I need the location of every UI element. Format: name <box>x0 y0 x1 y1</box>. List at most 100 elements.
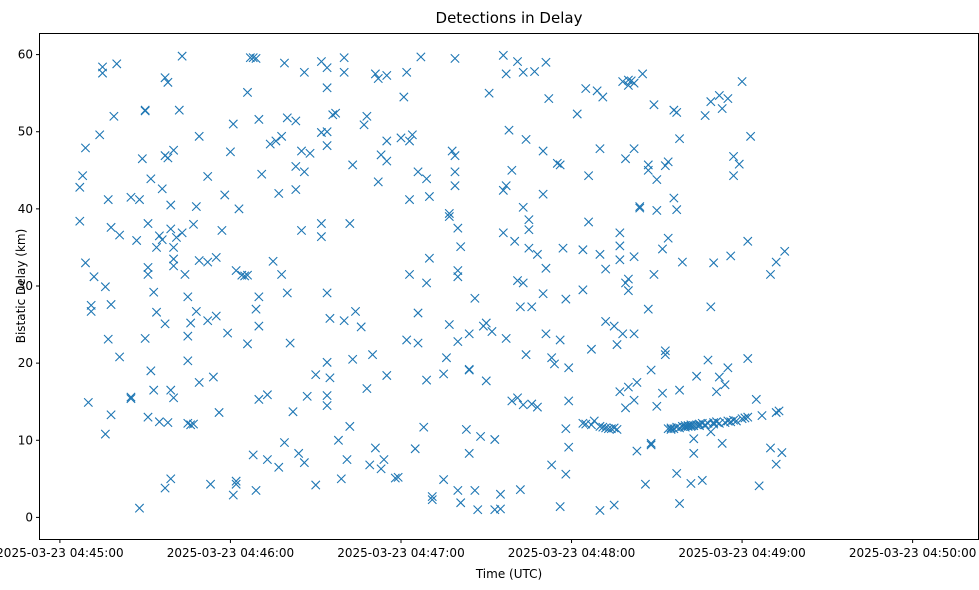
data-point <box>512 56 523 67</box>
data-point <box>677 257 687 267</box>
data-point <box>547 353 557 363</box>
data-point <box>106 410 116 420</box>
data-point <box>296 146 307 156</box>
data-point <box>612 340 622 350</box>
data-point <box>441 353 452 363</box>
data-point <box>322 390 332 401</box>
y-axis-label: Bistatic Delay (km) <box>14 229 28 344</box>
data-point <box>254 321 264 331</box>
data-point <box>740 413 750 423</box>
data-point <box>106 299 116 310</box>
data-point <box>697 475 707 485</box>
data-point <box>652 401 662 411</box>
data-point <box>450 167 460 177</box>
data-point <box>578 245 588 255</box>
data-point <box>311 370 321 380</box>
data-point <box>706 427 716 437</box>
data-point <box>618 329 628 339</box>
data-point <box>126 192 136 202</box>
data-markers <box>75 50 790 516</box>
data-point <box>154 417 164 427</box>
data-point <box>379 454 389 465</box>
data-point <box>584 171 594 181</box>
data-point <box>595 421 605 431</box>
data-point <box>461 424 471 435</box>
data-point <box>490 434 500 445</box>
data-point <box>609 500 619 510</box>
data-point <box>572 109 582 119</box>
x-tick-label: 2025-03-23 04:47:00 <box>337 546 464 560</box>
data-point <box>649 100 659 110</box>
data-point <box>623 274 633 284</box>
data-point <box>512 393 523 403</box>
data-point <box>629 78 639 88</box>
data-point <box>620 403 631 413</box>
data-point <box>203 316 213 326</box>
data-point <box>339 316 349 326</box>
data-point <box>470 293 480 303</box>
data-point <box>83 397 93 408</box>
x-tick-label: 2025-03-23 04:46:00 <box>167 546 294 560</box>
data-point <box>728 171 739 181</box>
data-point <box>95 130 105 140</box>
data-point <box>552 158 562 168</box>
data-point <box>518 67 528 77</box>
data-point <box>163 77 173 87</box>
data-point <box>444 211 454 222</box>
data-point <box>751 394 761 404</box>
data-point <box>143 262 153 273</box>
data-point <box>620 278 631 288</box>
data-point <box>234 204 244 214</box>
x-tick-label: 2025-03-23 04:50:00 <box>849 546 976 560</box>
data-point <box>126 394 136 404</box>
data-point <box>149 287 159 297</box>
data-point <box>311 480 321 490</box>
data-point <box>692 420 702 430</box>
data-point <box>527 399 537 409</box>
y-tick-label: 60 <box>18 48 33 62</box>
data-point <box>157 235 167 245</box>
data-point <box>674 134 685 144</box>
data-point <box>711 417 722 427</box>
data-point <box>402 67 412 77</box>
data-point <box>649 269 659 280</box>
data-point <box>367 350 378 360</box>
data-point <box>666 424 676 435</box>
data-point <box>504 125 514 135</box>
data-point <box>450 151 460 161</box>
data-point <box>609 321 619 331</box>
data-point <box>86 306 96 317</box>
data-point <box>115 230 125 240</box>
data-point <box>188 419 199 429</box>
data-point <box>643 304 653 314</box>
data-point <box>487 326 497 337</box>
data-point <box>498 185 508 195</box>
data-point <box>157 184 167 194</box>
data-point <box>470 485 480 495</box>
data-point <box>464 448 474 458</box>
data-point <box>220 190 230 200</box>
data-point <box>205 479 216 489</box>
data-point <box>365 460 375 470</box>
data-point <box>538 146 548 156</box>
data-point <box>203 171 213 182</box>
data-point <box>169 254 179 264</box>
data-point <box>464 365 474 375</box>
data-point <box>112 59 122 69</box>
data-point <box>674 385 685 395</box>
data-point <box>663 157 673 167</box>
data-point <box>183 292 193 302</box>
data-point <box>584 217 594 227</box>
plot-area <box>39 33 979 540</box>
data-point <box>382 136 392 146</box>
data-point <box>709 258 719 268</box>
data-point <box>717 104 727 114</box>
data-point <box>501 333 511 344</box>
data-point <box>140 105 150 115</box>
data-point <box>404 269 415 280</box>
data-point <box>257 169 267 179</box>
y-axis: 0 10 20 30 40 50 60 <box>18 48 40 524</box>
data-point <box>115 352 125 362</box>
data-point <box>541 263 551 273</box>
